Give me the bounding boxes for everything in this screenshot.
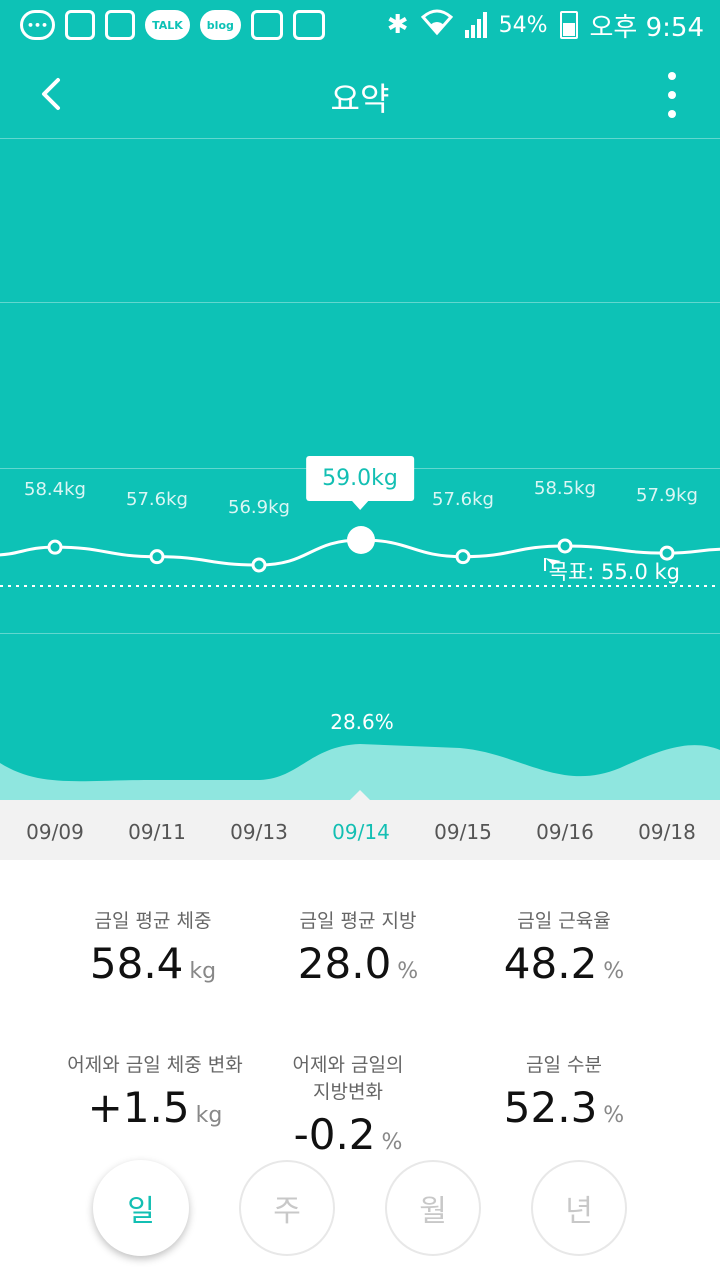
date-label[interactable]: 09/09 <box>26 820 84 844</box>
fat-value-label: 28.6% <box>330 710 394 734</box>
notification-icons: ••• TALK blog <box>20 6 325 44</box>
weight-change-value: +1.5 <box>87 1083 190 1132</box>
dot-icon <box>668 110 676 118</box>
data-label: 58.5kg <box>534 477 596 499</box>
gridline <box>0 302 720 303</box>
weight-chart[interactable]: 59.0kg 목표: 55.0 kg 28.6% 58.4kg 57.6kg 56.… <box>0 138 720 800</box>
data-point <box>251 557 267 573</box>
avg-fat-value: 28.0 <box>297 939 392 988</box>
status-bar: ••• TALK blog ✱ 54% 오후 9:54 <box>0 0 720 50</box>
blog-icon: blog <box>199 10 241 40</box>
clock: 오후 9:54 <box>589 12 705 43</box>
goal-label: 목표: 55.0 kg <box>543 556 680 586</box>
water-unit: % <box>603 1103 625 1128</box>
fat-change-value: -0.2 <box>293 1110 376 1159</box>
muscle-rate-stat: 금일 근육율 48.2% <box>504 906 624 988</box>
avg-fat-label: 금일 평균 지방 <box>299 910 417 932</box>
muscle-rate-value: 48.2 <box>503 939 598 988</box>
selected-value-tooltip: 59.0kg <box>306 456 414 510</box>
water-value: 52.3 <box>503 1083 598 1132</box>
data-point <box>149 549 165 565</box>
fat-change-value-row: -0.2% <box>293 1110 404 1159</box>
fat-area <box>0 744 720 800</box>
signal-icon <box>464 12 487 38</box>
muscle-rate-unit: % <box>603 959 625 984</box>
selected-date-pointer <box>350 790 370 800</box>
period-month-button[interactable]: 월 <box>385 1160 481 1256</box>
dot-icon <box>668 72 676 80</box>
screen-mirror-icon <box>65 10 96 40</box>
bluetooth-icon: ✱ <box>386 10 409 40</box>
date-axis: 09/09 09/11 09/13 09/14 09/15 09/16 09/1… <box>0 790 720 860</box>
date-label[interactable]: 09/15 <box>434 820 492 844</box>
gridline <box>0 633 720 634</box>
avg-fat-stat: 금일 평균 지방 28.0% <box>298 906 418 988</box>
gallery-icon <box>105 10 136 40</box>
battery-percent: 54% <box>498 12 548 38</box>
data-label: 57.6kg <box>126 488 188 510</box>
weight-change-stat: 어제와 금일 체중 변화 +1.5 kg <box>67 1050 242 1132</box>
avg-fat-value-row: 28.0% <box>298 939 418 988</box>
fat-change-label-line2: 지방변화 <box>313 1081 383 1103</box>
date-label[interactable]: 09/13 <box>230 820 288 844</box>
water-value-row: 52.3% <box>504 1083 624 1132</box>
period-year-button[interactable]: 년 <box>531 1160 627 1256</box>
weight-change-label: 어제와 금일 체중 변화 <box>67 1054 243 1076</box>
device-icon <box>292 10 325 40</box>
avg-weight-label: 금일 평균 체중 <box>94 910 212 932</box>
avg-weight-stat: 금일 평균 체중 58.4 kg <box>90 906 216 988</box>
muscle-rate-value-row: 48.2% <box>504 939 624 988</box>
date-label[interactable]: 09/11 <box>128 820 186 844</box>
avg-fat-unit: % <box>397 959 419 984</box>
fat-change-unit: % <box>381 1130 403 1155</box>
data-point <box>659 545 675 561</box>
muscle-rate-label: 금일 근육율 <box>517 910 611 932</box>
data-label: 58.4kg <box>24 479 86 501</box>
page-title: 요약 <box>330 80 390 118</box>
period-day-button[interactable]: 일 <box>93 1160 189 1256</box>
date-label-selected[interactable]: 09/14 <box>332 820 390 844</box>
battery-icon <box>559 11 578 39</box>
date-label[interactable]: 09/16 <box>536 820 594 844</box>
more-icon: ••• <box>20 10 56 40</box>
selected-data-point <box>347 526 375 554</box>
water-stat: 금일 수분 52.3% <box>504 1050 624 1132</box>
chevron-left-icon <box>42 78 60 110</box>
date-label[interactable]: 09/18 <box>638 820 696 844</box>
fat-change-stat: 어제와 금일의 지방변화 -0.2% <box>293 1050 404 1159</box>
avg-weight-value-row: 58.4 kg <box>90 939 216 988</box>
overflow-menu-button[interactable] <box>660 72 684 118</box>
data-label: 56.9kg <box>228 497 290 518</box>
wifi-icon <box>420 7 453 44</box>
avg-weight-unit: kg <box>189 959 217 984</box>
data-label: 57.6kg <box>432 488 494 510</box>
data-point <box>455 549 471 565</box>
device-icon <box>250 10 283 40</box>
chart-canvas <box>0 526 720 800</box>
period-week-button[interactable]: 주 <box>239 1160 335 1256</box>
avg-weight-value: 58.4 <box>89 939 184 988</box>
talk-icon: TALK <box>145 10 190 40</box>
gridline <box>0 138 720 139</box>
app-bar: 요약 <box>0 50 720 138</box>
water-label: 금일 수분 <box>526 1054 602 1076</box>
goal-text: 목표: 55.0 kg <box>548 560 680 584</box>
fat-change-label-line1: 어제와 금일의 <box>292 1054 404 1076</box>
weight-change-value-row: +1.5 kg <box>67 1083 242 1132</box>
data-label: 57.9kg <box>636 485 698 507</box>
data-point <box>47 539 63 555</box>
weight-change-unit: kg <box>195 1103 223 1128</box>
data-point <box>557 538 573 554</box>
dot-icon <box>668 91 676 99</box>
system-icons: ✱ 54% 오후 9:54 <box>387 6 704 44</box>
back-button[interactable] <box>28 72 76 116</box>
